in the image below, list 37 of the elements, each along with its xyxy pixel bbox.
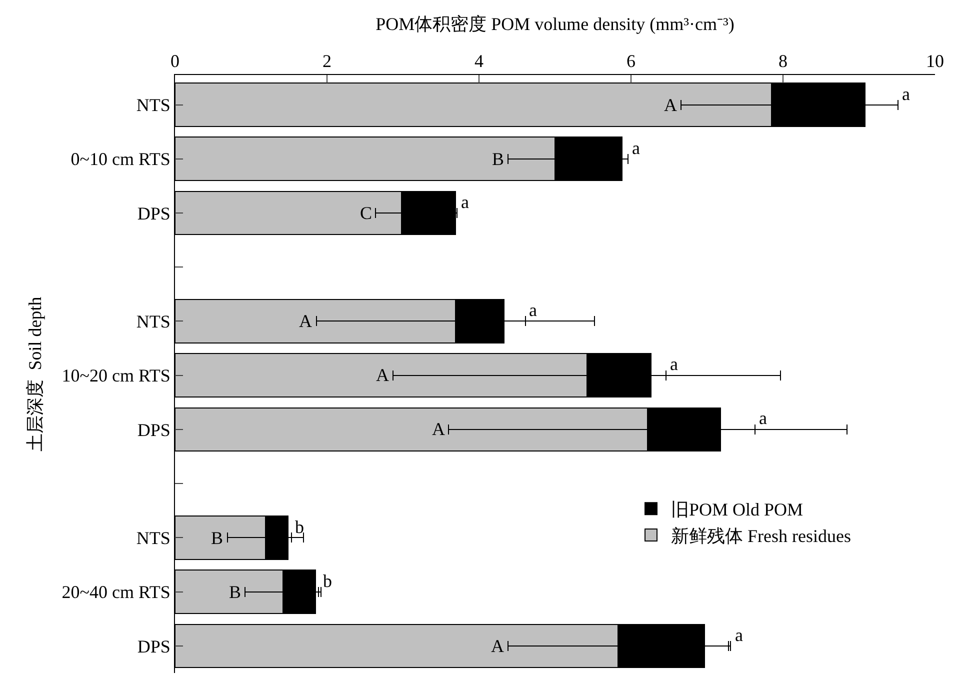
data-label: a xyxy=(902,84,910,104)
data-label: a xyxy=(461,192,469,212)
y-tick-label: 20~40 cm RTS xyxy=(62,582,170,602)
data-label: a xyxy=(670,354,678,374)
y-tick-label: DPS xyxy=(137,636,170,656)
x-tick-label: 6 xyxy=(626,50,636,71)
data-label: A xyxy=(299,311,312,331)
y-tick-label: DPS xyxy=(137,203,170,224)
data-label: B xyxy=(211,528,224,548)
x-tick-label: 8 xyxy=(778,50,788,71)
x-tick-label: 0 xyxy=(170,50,180,71)
x-tick-label: 10 xyxy=(926,50,944,71)
data-label: A xyxy=(664,95,677,115)
data-label: A xyxy=(376,365,389,385)
y-tick-label: 0~10 cm RTS xyxy=(70,149,170,170)
y-tick-label: DPS xyxy=(137,420,170,440)
y-tick-label: NTS xyxy=(136,312,170,332)
y-tick-label: 10~20 cm RTS xyxy=(62,366,170,386)
x-tick-label: 4 xyxy=(474,50,484,71)
data-label: b xyxy=(295,517,304,537)
data-label: B xyxy=(229,582,242,602)
data-label: C xyxy=(360,203,372,223)
data-label: a xyxy=(529,300,537,320)
data-label: B xyxy=(492,149,504,169)
y-tick-label: NTS xyxy=(136,528,170,548)
data-label: b xyxy=(323,571,332,591)
y-axis-title: 土层深度 Soil depth xyxy=(24,296,45,452)
data-label: a xyxy=(735,625,743,645)
data-label: a xyxy=(632,138,640,158)
y-tick-label: NTS xyxy=(136,95,170,116)
legend-label: 旧POM Old POM xyxy=(671,500,804,520)
data-label: A xyxy=(432,419,445,439)
data-label: A xyxy=(491,636,504,656)
legend-label: 新鲜残体 Fresh residues xyxy=(671,526,851,546)
x-axis-title: POM体积密度 POM volume density (mm³·cm⁻³) xyxy=(376,14,734,34)
data-label: a xyxy=(759,408,767,428)
x-tick-label: 2 xyxy=(322,50,332,71)
